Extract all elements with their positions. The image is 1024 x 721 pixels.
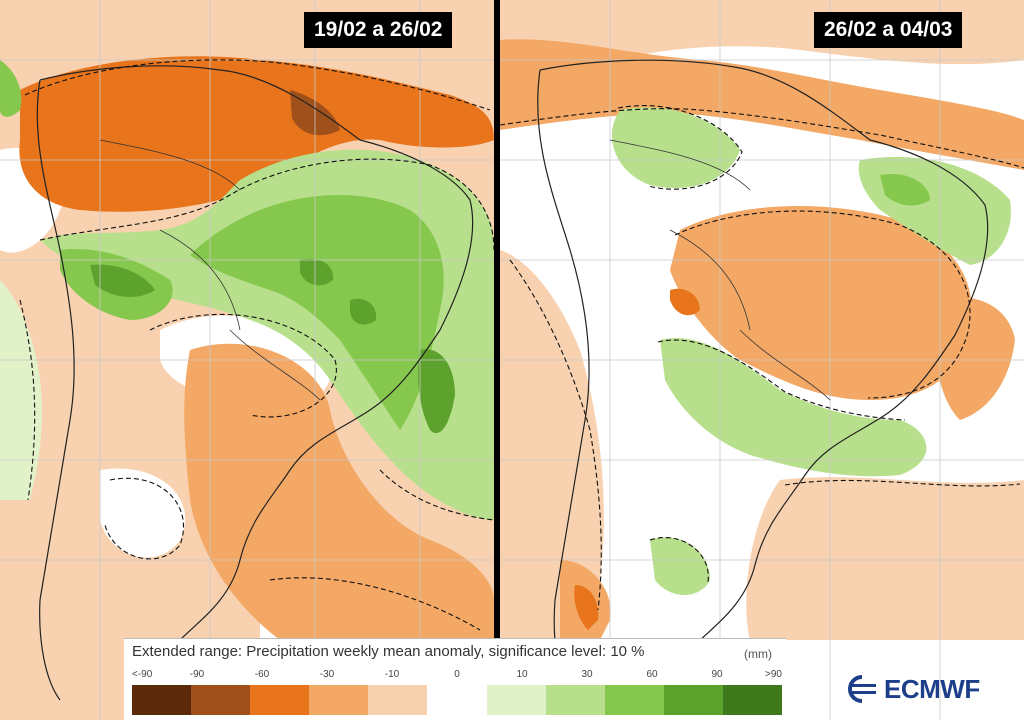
legend-swatch (191, 685, 251, 715)
ecmwf-logo-icon (848, 675, 876, 703)
legend-swatch (663, 685, 723, 715)
brand-name: ECMWF (884, 673, 980, 704)
legend-swatch (132, 685, 192, 715)
date-range-label-left: 19/02 a 26/02 (304, 12, 453, 48)
legend-swatch (368, 685, 428, 715)
legend-tick-label: 0 (454, 669, 460, 680)
precip-anomaly-map-right (500, 0, 1024, 720)
panel-divider (494, 0, 500, 638)
legend-tick-label: -60 (254, 669, 270, 680)
precip-anomaly-map-left (0, 0, 494, 720)
legend-tick-label: 60 (646, 669, 658, 680)
map-panel-right: 26/02 a 04/03 (500, 0, 1024, 720)
legend-tick-label: 10 (516, 669, 528, 680)
legend-tick-label: -30 (319, 669, 335, 680)
legend-tick-label: <-90 (132, 669, 153, 680)
legend-swatch (545, 685, 605, 715)
legend-swatch (309, 685, 369, 715)
legend-tick-label: >90 (765, 669, 782, 680)
legend-tick-label: -10 (384, 669, 400, 680)
legend-title: Extended range: Precipitation weekly mea… (132, 643, 645, 660)
legend-tick-label: 90 (711, 669, 723, 680)
legend-swatch (722, 685, 783, 715)
legend-swatch (427, 685, 487, 715)
ecmwf-logo: ECMWF (846, 672, 980, 706)
legend-swatch (250, 685, 310, 715)
legend-tick-label: -90 (189, 669, 205, 680)
legend-ticks: <-90 -90 -60 -30 -10 0 10 30 60 90 >90 (124, 669, 786, 683)
date-range-label-right: 26/02 a 04/03 (814, 12, 963, 48)
legend-swatch (486, 685, 546, 715)
color-legend: Extended range: Precipitation weekly mea… (124, 638, 786, 721)
legend-unit: (mm) (744, 647, 772, 661)
legend-tick-label: 30 (581, 669, 593, 680)
legend-swatch (604, 685, 664, 715)
map-panel-left: 19/02 a 26/02 (0, 0, 494, 720)
legend-color-bar (132, 685, 783, 715)
